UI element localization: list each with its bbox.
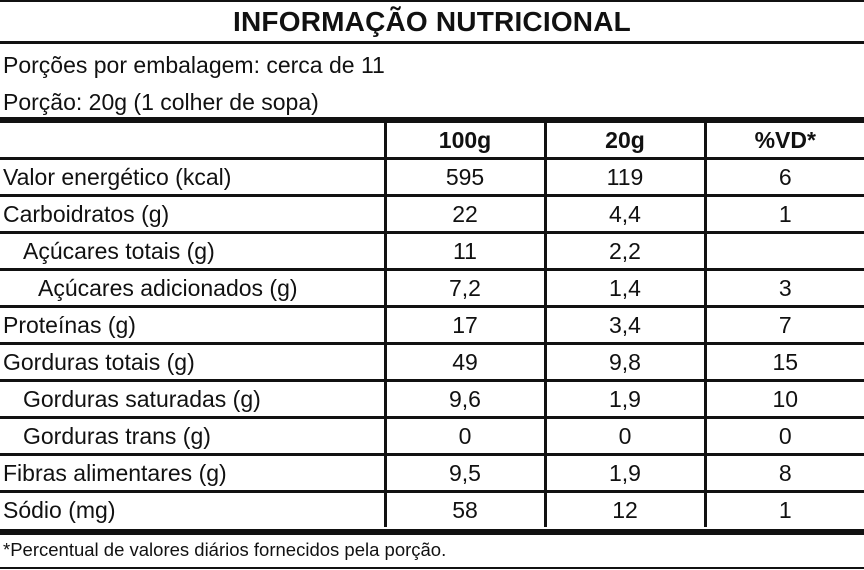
- nutrient-name: Açúcares adicionados (g): [0, 269, 385, 308]
- value-vd: 8: [703, 454, 864, 493]
- value-portion: 12: [543, 491, 705, 527]
- value-100g: 58: [383, 491, 545, 527]
- value-vd: 6: [703, 158, 864, 197]
- value-portion: 9,8: [543, 343, 705, 382]
- table-row: Carboidratos (g) 22 4,4 1: [0, 195, 864, 234]
- value-portion: 0: [543, 417, 705, 456]
- value-100g: 49: [383, 343, 545, 382]
- value-portion: 4,4: [543, 195, 705, 234]
- value-portion: 1,9: [543, 380, 705, 419]
- table-row: Açúcares adicionados (g) 7,2 1,4 3: [0, 269, 864, 308]
- nutrient-name: Valor energético (kcal): [0, 158, 385, 197]
- value-100g: 9,5: [383, 454, 545, 493]
- column-header-portion: 20g: [543, 123, 705, 160]
- table-header-row: 100g 20g %VD*: [0, 123, 864, 160]
- value-100g: 11: [383, 232, 545, 271]
- table-row: Açúcares totais (g) 11 2,2: [0, 232, 864, 271]
- value-portion: 119: [543, 158, 705, 197]
- table-row: Valor energético (kcal) 595 119 6: [0, 158, 864, 197]
- column-header-vd: %VD*: [703, 123, 864, 160]
- nutrient-name: Gorduras trans (g): [0, 417, 385, 456]
- nutrient-name: Gorduras saturadas (g): [0, 380, 385, 419]
- nutrient-name: Sódio (mg): [3, 497, 116, 523]
- value-vd: 1: [703, 195, 864, 234]
- nutrient-name: Fibras alimentares (g): [0, 454, 385, 493]
- table-row: Gorduras totais (g) 49 9,8 15: [0, 343, 864, 382]
- value-portion: 1,4: [543, 269, 705, 308]
- top-border: [0, 0, 864, 2]
- table-row: Proteínas (g) 17 3,4 7: [0, 306, 864, 345]
- value-vd: 10: [703, 380, 864, 419]
- table-row: Gorduras saturadas (g) 9,6 1,9 10: [0, 380, 864, 419]
- nutrition-table: 100g 20g %VD* Valor energético (kcal) 59…: [0, 123, 864, 527]
- value-100g: 9,6: [383, 380, 545, 419]
- value-vd: 0: [703, 417, 864, 456]
- serving-size: Porção: 20g (1 colher de sopa): [3, 89, 319, 115]
- value-vd: [703, 232, 864, 271]
- nutrient-name: Açúcares totais (g): [0, 232, 385, 271]
- table-row: Gorduras trans (g) 0 0 0: [0, 417, 864, 456]
- footnote: *Percentual de valores diários fornecido…: [3, 539, 447, 560]
- value-100g: 595: [383, 158, 545, 197]
- nutrient-name: Gorduras totais (g): [0, 343, 385, 382]
- servings-per-package: Porções por embalagem: cerca de 11: [3, 52, 385, 78]
- column-header-nutrient: [0, 123, 385, 160]
- footer-divider: [0, 529, 864, 535]
- column-header-100g: 100g: [383, 123, 545, 160]
- value-100g: 17: [383, 306, 545, 345]
- nutrient-name: Carboidratos (g): [0, 195, 385, 234]
- value-vd: 7: [703, 306, 864, 345]
- table-row: Sódio (mg) 58 12 1: [0, 491, 864, 527]
- value-portion: 1,9: [543, 454, 705, 493]
- value-100g: 0: [383, 417, 545, 456]
- value-vd: 15: [703, 343, 864, 382]
- value-100g: 7,2: [383, 269, 545, 308]
- value-vd: 1: [703, 491, 864, 527]
- value-portion: 3,4: [543, 306, 705, 345]
- title-divider: [0, 41, 864, 44]
- value-vd: 3: [703, 269, 864, 308]
- table-row: Fibras alimentares (g) 9,5 1,9 8: [0, 454, 864, 493]
- bottom-border: [0, 567, 864, 569]
- value-100g: 22: [383, 195, 545, 234]
- header-divider: [0, 117, 864, 123]
- nutrient-name: Proteínas (g): [0, 306, 385, 345]
- label-title: INFORMAÇÃO NUTRICIONAL: [233, 6, 631, 37]
- value-portion: 2,2: [543, 232, 705, 271]
